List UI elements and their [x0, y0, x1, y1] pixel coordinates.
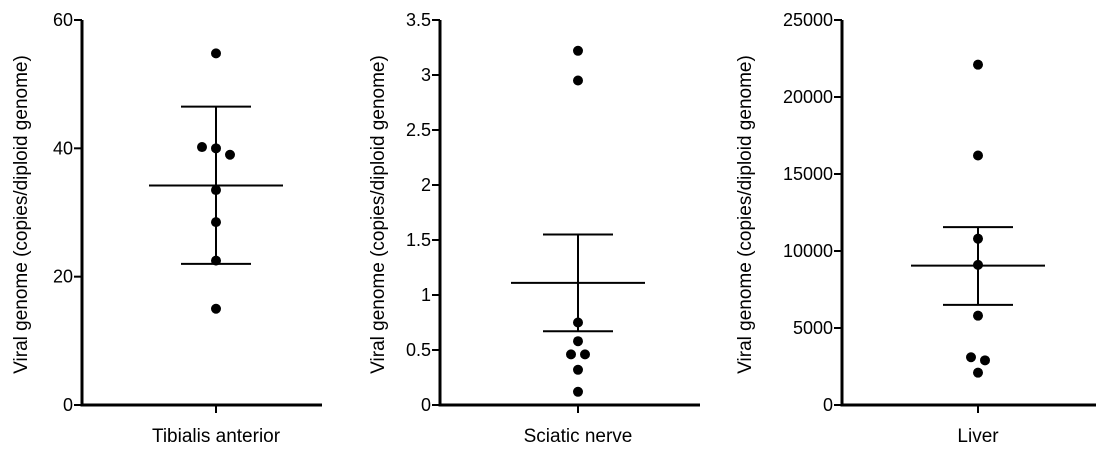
data-point [211, 185, 221, 196]
y-tick-label: 3.5 [406, 10, 431, 30]
data-point [211, 217, 221, 228]
y-axis-title: Viral genome (copies/diploid genome) [735, 55, 756, 374]
y-tick-label: 40 [53, 138, 73, 158]
y-tick-label: 1 [421, 285, 431, 305]
y-axis-title: Viral genome (copies/diploid genome) [11, 55, 32, 374]
y-axis-title: Viral genome (copies/diploid genome) [368, 55, 389, 374]
y-tick-label: 10000 [783, 241, 833, 261]
y-tick-label: 20000 [783, 87, 833, 107]
data-point [966, 352, 976, 363]
data-point [973, 59, 983, 70]
panel-tibialis-anterior: Viral genome (copies/diploid genome) Tib… [11, 10, 322, 447]
y-tick-label: 25000 [783, 10, 833, 30]
data-point [573, 386, 583, 397]
data-point [566, 349, 576, 360]
y-tick-label: 0.5 [406, 340, 431, 360]
y-tick-label: 15000 [783, 164, 833, 184]
data-point [197, 142, 207, 153]
data-point [973, 259, 983, 270]
data-point [973, 150, 983, 161]
y-tick-label: 0 [823, 395, 833, 415]
data-point [211, 303, 221, 314]
data-point [225, 149, 235, 160]
y-tick-label: 2.5 [406, 120, 431, 140]
data-point [573, 45, 583, 56]
y-tick-label: 60 [53, 10, 73, 30]
panel-sciatic-nerve: Viral genome (copies/diploid genome) Sci… [368, 10, 700, 447]
data-point [573, 336, 583, 347]
panel-liver: Viral genome (copies/diploid genome) Liv… [735, 10, 1096, 447]
y-tick-label: 2 [421, 175, 431, 195]
category-label: Tibialis anterior [152, 426, 281, 447]
y-tick-label: 20 [53, 267, 73, 287]
data-point [211, 255, 221, 266]
data-point [580, 349, 590, 360]
y-tick-label: 0 [421, 395, 431, 415]
y-tick-label: 5000 [793, 318, 833, 338]
category-label: Sciatic nerve [524, 426, 633, 447]
data-point [980, 355, 990, 366]
y-tick-label: 3 [421, 65, 431, 85]
data-point [211, 143, 221, 154]
y-tick-label: 0 [63, 395, 73, 415]
data-point [211, 48, 221, 59]
data-point [973, 367, 983, 378]
data-point [973, 310, 983, 321]
data-point [573, 317, 583, 328]
category-label: Liver [957, 426, 999, 447]
data-point [973, 233, 983, 244]
data-point [573, 364, 583, 375]
y-tick-label: 1.5 [406, 230, 431, 250]
data-point [573, 75, 583, 86]
